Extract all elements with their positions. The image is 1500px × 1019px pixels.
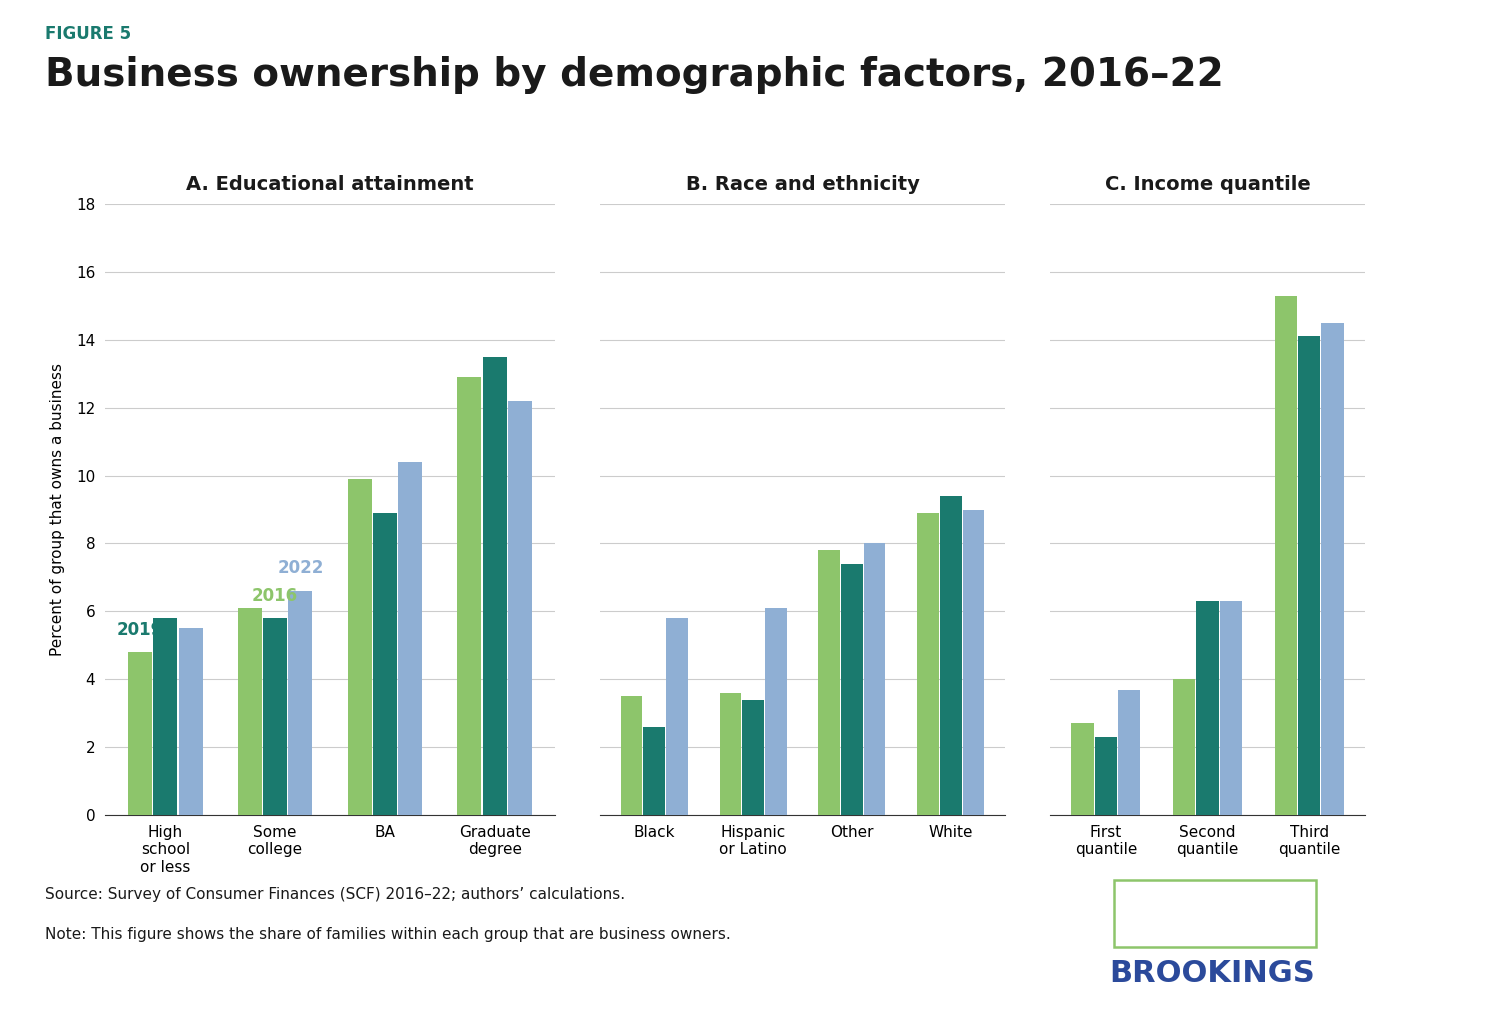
Title: C. Income quantile: C. Income quantile	[1104, 175, 1311, 194]
Title: B. Race and ethnicity: B. Race and ethnicity	[686, 175, 920, 194]
Text: 2016: 2016	[252, 587, 298, 604]
Bar	[916, 513, 939, 815]
Text: THE: THE	[1204, 879, 1225, 890]
Text: 2022: 2022	[278, 559, 324, 578]
Bar	[621, 696, 642, 815]
Text: HAMILTON: HAMILTON	[1158, 896, 1272, 915]
Text: Note: This figure shows the share of families within each group that are busines: Note: This figure shows the share of fam…	[45, 927, 730, 943]
Bar	[1298, 336, 1320, 815]
Bar	[720, 693, 741, 815]
Text: FIGURE 5: FIGURE 5	[45, 25, 130, 44]
Bar	[963, 510, 984, 815]
Text: BROOKINGS: BROOKINGS	[1108, 960, 1316, 988]
Text: Business ownership by demographic factors, 2016–22: Business ownership by demographic factor…	[45, 56, 1224, 94]
Bar	[742, 700, 764, 815]
Bar	[262, 619, 286, 815]
Bar	[288, 591, 312, 815]
Title: A. Educational attainment: A. Educational attainment	[186, 175, 474, 194]
Bar	[374, 513, 398, 815]
Bar	[765, 608, 786, 815]
Bar	[458, 377, 482, 815]
Bar	[1118, 690, 1140, 815]
Bar	[1095, 737, 1118, 815]
Bar	[178, 629, 203, 815]
Bar	[509, 400, 532, 815]
Bar	[483, 357, 507, 815]
Bar	[1071, 723, 1094, 815]
Text: PROJECT: PROJECT	[1192, 920, 1237, 930]
Bar	[940, 496, 962, 815]
Bar	[1173, 680, 1196, 815]
Bar	[348, 479, 372, 815]
Bar	[153, 619, 177, 815]
Bar	[1322, 323, 1344, 815]
Bar	[1220, 601, 1242, 815]
Bar	[128, 652, 152, 815]
Bar	[864, 543, 885, 815]
Bar	[238, 608, 262, 815]
Bar	[1197, 601, 1218, 815]
FancyBboxPatch shape	[1114, 880, 1316, 948]
Bar	[1275, 296, 1298, 815]
Text: 2019: 2019	[117, 621, 164, 639]
Bar	[666, 619, 688, 815]
Y-axis label: Percent of group that owns a business: Percent of group that owns a business	[50, 363, 64, 656]
Bar	[842, 564, 862, 815]
Bar	[819, 550, 840, 815]
Bar	[644, 727, 664, 815]
Bar	[398, 462, 422, 815]
Text: Source: Survey of Consumer Finances (SCF) 2016–22; authors’ calculations.: Source: Survey of Consumer Finances (SCF…	[45, 887, 626, 902]
